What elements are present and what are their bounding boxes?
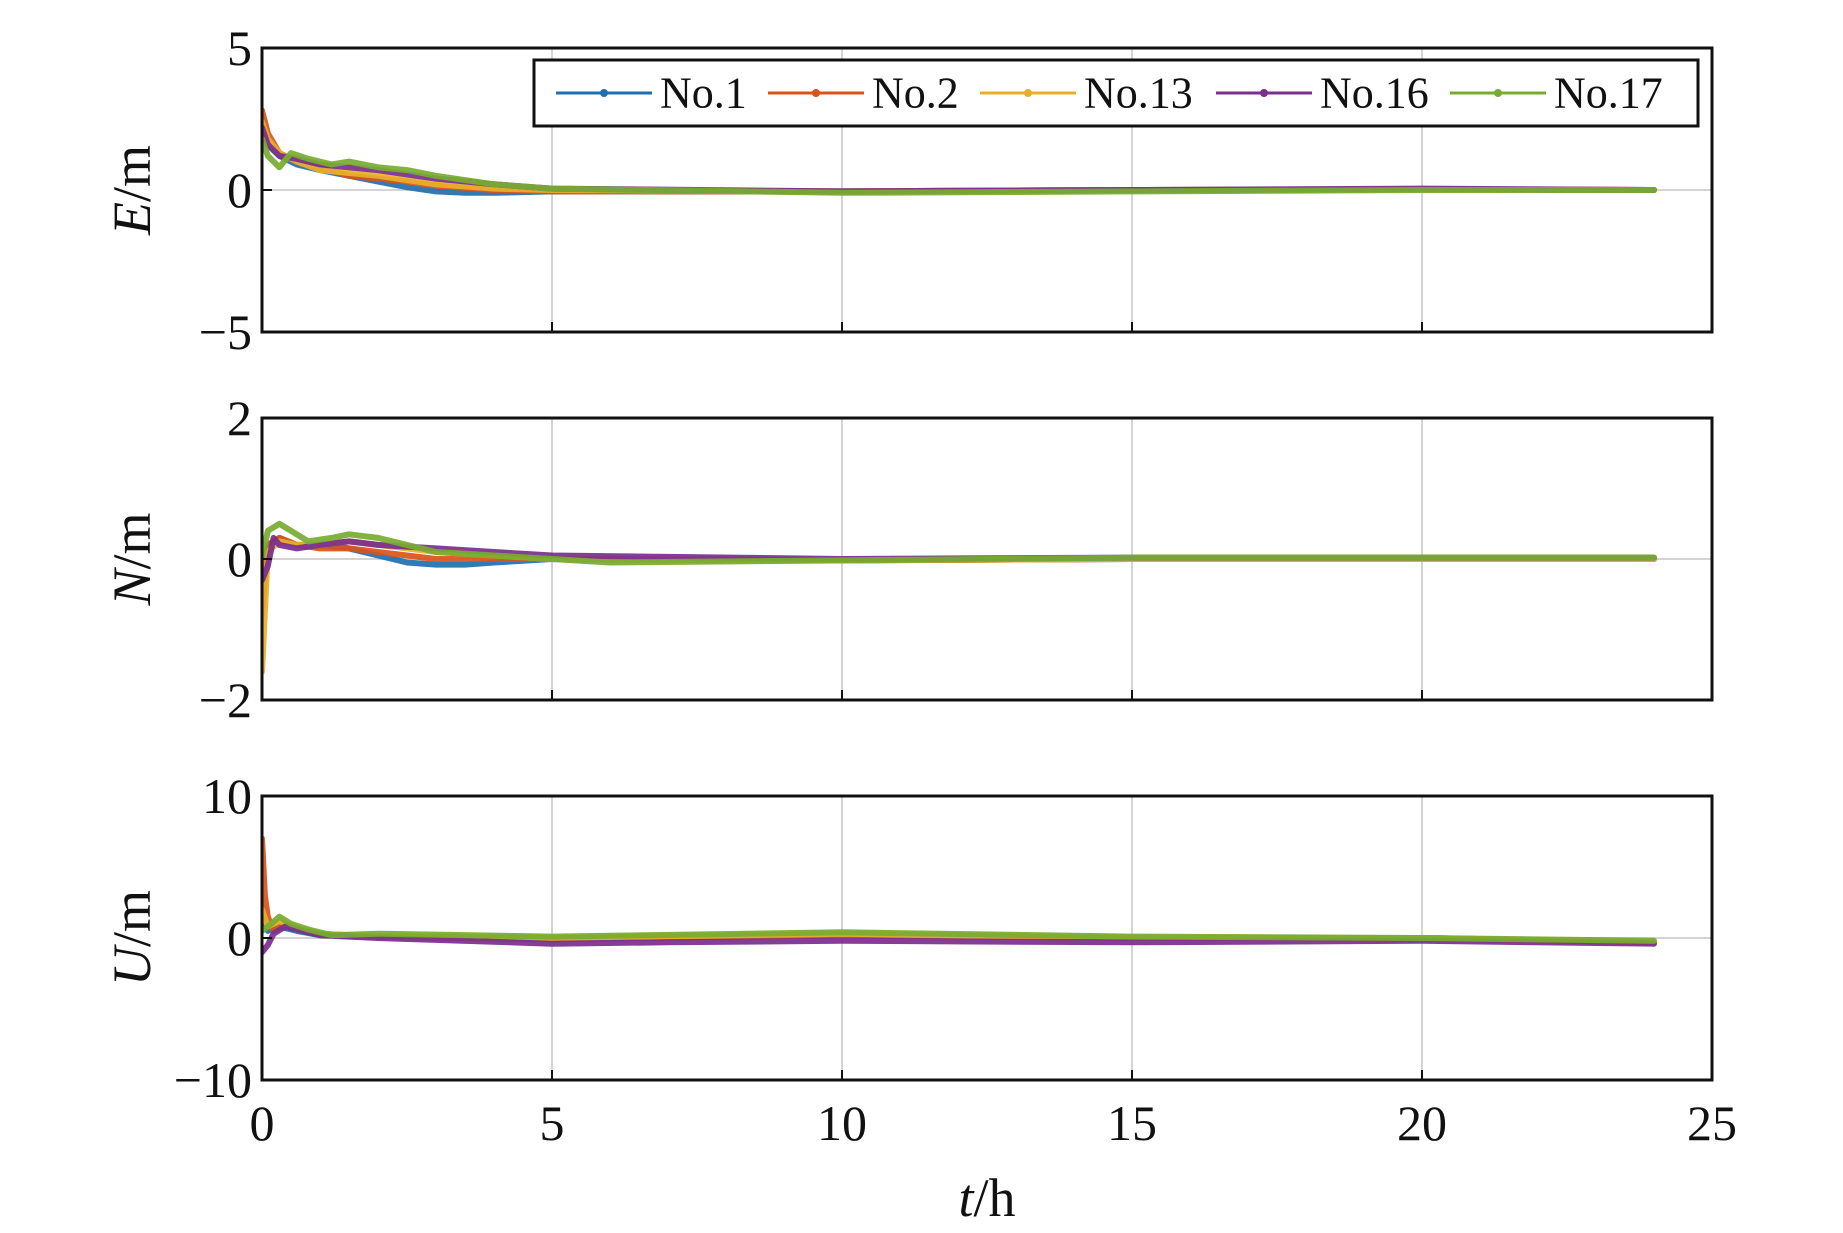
- y-axis-label-var: E: [102, 202, 162, 236]
- x-axis-label-var: t: [958, 1168, 975, 1228]
- y-axis-label-var: U: [102, 944, 162, 986]
- series-line-no17: [262, 913, 1657, 944]
- series-group: [262, 520, 1657, 675]
- y-axis-label-var: N: [102, 567, 162, 607]
- panel-u: 100−10U/m0 5 10 15 20 25t/h: [102, 768, 1737, 1228]
- legend-marker: [812, 89, 820, 97]
- y-axis-label-unit: /m: [102, 890, 162, 947]
- y-axis-label: N/m: [102, 512, 162, 606]
- legend-label: No.1: [660, 69, 747, 118]
- panel-e: 5 0 −5 E/m No.1 No.2 No.13 No.16 No.17: [102, 20, 1714, 360]
- y-axis-label: E/m: [102, 145, 162, 236]
- x-tick-label: 0: [250, 1095, 275, 1151]
- panel-n: 2 0 −2 N/m: [102, 390, 1714, 728]
- legend-marker: [600, 89, 608, 97]
- y-tick-label: 0: [227, 162, 252, 218]
- y-tick-label: 0: [227, 910, 252, 966]
- x-tick-label: 15: [1107, 1095, 1157, 1151]
- legend: No.1 No.2 No.13 No.16 No.17: [532, 58, 1700, 128]
- series-line-no17: [262, 520, 1657, 566]
- legend-label: No.17: [1554, 69, 1663, 118]
- y-axis-label-unit: /m: [102, 145, 162, 202]
- x-axis-label-unit: /h: [974, 1168, 1016, 1228]
- y-tick-label: 5: [227, 20, 252, 76]
- y-tick-label: −5: [199, 304, 252, 360]
- y-tick-label: 2: [227, 390, 252, 446]
- series-group: [262, 835, 1657, 956]
- x-tick-label: 25: [1687, 1095, 1737, 1151]
- legend-marker: [1024, 89, 1032, 97]
- y-tick-label: −2: [199, 672, 252, 728]
- legend-label: No.13: [1084, 69, 1193, 118]
- y-tick-label: 0: [227, 531, 252, 587]
- y-axis-label-unit: /m: [102, 512, 162, 569]
- y-tick-label: 10: [202, 768, 252, 824]
- legend-label: No.2: [872, 69, 959, 118]
- legend-marker: [1494, 89, 1502, 97]
- legend-marker: [1260, 89, 1268, 97]
- legend-label: No.16: [1320, 69, 1429, 118]
- series-line-no16: [262, 923, 1657, 956]
- y-tick-label: −10: [174, 1052, 252, 1108]
- x-tick-label: 5: [540, 1095, 565, 1151]
- x-tick-label: 10: [817, 1095, 867, 1151]
- x-axis-label: t/h: [958, 1168, 1015, 1228]
- series-group: [262, 107, 1657, 196]
- y-axis-label: U/m: [102, 890, 162, 986]
- x-tick-label: 20: [1397, 1095, 1447, 1151]
- series-line-no17: [262, 135, 1657, 196]
